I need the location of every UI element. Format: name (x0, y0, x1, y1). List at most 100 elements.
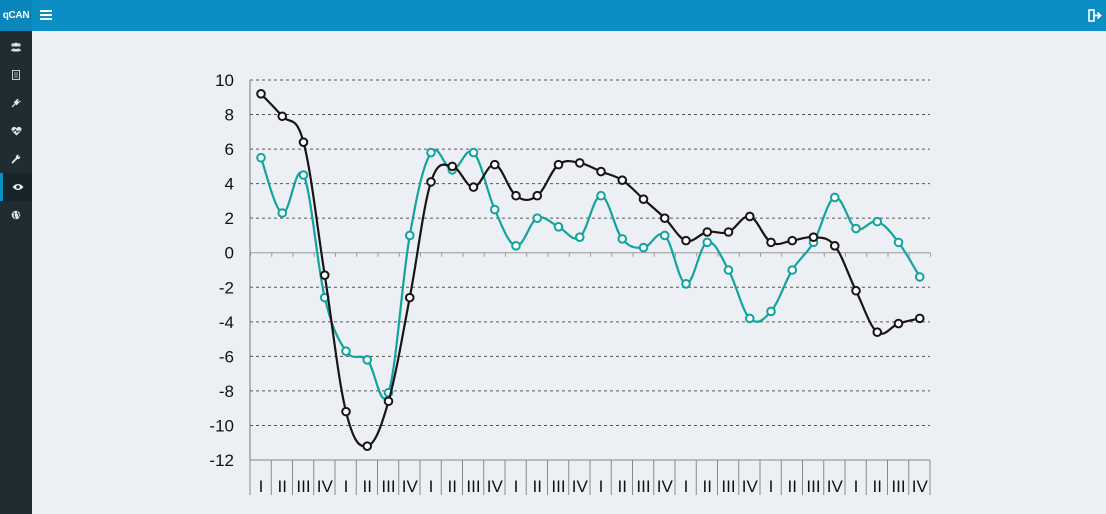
data-point (447, 161, 458, 172)
data-point (256, 152, 266, 163)
x-tick-label: IV (317, 477, 334, 496)
x-tick-label: I (684, 477, 689, 496)
data-point (766, 237, 776, 248)
document-icon (12, 70, 20, 80)
data-point (404, 230, 415, 241)
x-tick-label: III (551, 477, 565, 496)
data-point (511, 190, 521, 201)
data-point (468, 147, 479, 158)
hamburger-icon[interactable] (40, 9, 52, 22)
data-point (808, 232, 819, 242)
data-point (277, 111, 288, 122)
wrench-icon (11, 154, 21, 164)
x-tick-label: III (636, 477, 650, 496)
data-point (511, 241, 521, 251)
users-icon (10, 42, 22, 52)
data-point (638, 194, 649, 204)
sign-out-icon[interactable] (1088, 9, 1102, 22)
data-point (851, 285, 861, 296)
data-point (723, 265, 734, 275)
data-point (489, 159, 500, 170)
y-tick-label: -2 (219, 278, 234, 297)
data-point (787, 265, 798, 275)
eye-icon (12, 184, 23, 190)
brand-logo[interactable]: qCAN (0, 0, 32, 31)
data-point (723, 227, 734, 237)
y-axis: 10 8 6 4 2 0 -2 -4 -6 -8 -10 -12 (209, 71, 251, 495)
chart-series (256, 89, 925, 451)
x-tick-label: II (703, 477, 712, 496)
y-tick-label: -12 (209, 451, 234, 470)
y-tick-label: -10 (209, 416, 234, 435)
x-tick-label: I (344, 477, 349, 496)
data-point (532, 213, 543, 223)
x-tick-label: III (466, 477, 480, 496)
data-point (553, 222, 564, 232)
data-point (341, 406, 351, 417)
top-navbar: qCAN (0, 0, 1106, 31)
data-point (744, 211, 755, 222)
plug-icon (11, 98, 21, 108)
x-tick-label: I (854, 477, 859, 496)
data-point (702, 227, 713, 237)
data-point (426, 147, 436, 158)
x-tick-label: I (769, 477, 774, 496)
x-tick-label: II (363, 477, 372, 496)
x-tick-label: III (381, 477, 395, 496)
x-tick-label: II (618, 477, 627, 496)
y-tick-label: 4 (225, 175, 234, 194)
sidebar-item-document[interactable] (0, 61, 32, 89)
data-point (404, 292, 415, 303)
data-point (362, 355, 373, 365)
y-tick-label: 0 (225, 244, 234, 263)
x-tick-label: III (891, 477, 905, 496)
sidebar-item-heartbeat[interactable] (0, 117, 32, 145)
data-point (362, 441, 373, 451)
data-point (872, 216, 883, 227)
data-point (681, 279, 691, 289)
x-axis: I II III IV I II III IV I II III IV I II III IV I II III IV… (249, 459, 931, 496)
x-tick-label: I (599, 477, 604, 496)
data-point (256, 89, 266, 99)
data-point (851, 223, 861, 234)
y-tick-label: 2 (225, 209, 234, 228)
chart-grid (250, 79, 931, 461)
x-tick-label: IV (657, 477, 674, 496)
sidebar-item-wrench[interactable] (0, 145, 32, 173)
data-point (553, 159, 564, 170)
x-tick-label: III (296, 477, 310, 496)
sidebar-item-plug[interactable] (0, 89, 32, 117)
data-point (617, 175, 628, 185)
data-point (574, 158, 585, 168)
main-content: 10 8 6 4 2 0 -2 -4 -6 -8 -10 -12 I II III IV I II III IV I I… (32, 31, 1106, 514)
x-tick-label: IV (827, 477, 844, 496)
x-tick-label: II (788, 477, 797, 496)
data-point (829, 192, 840, 203)
data-point (914, 313, 925, 324)
globe-icon (11, 210, 21, 220)
sidebar-item-eye[interactable] (0, 173, 32, 201)
data-point (766, 306, 776, 317)
x-tick-label: IV (487, 477, 504, 496)
data-point (596, 166, 606, 177)
data-point (426, 177, 436, 187)
data-point (617, 234, 628, 244)
y-tick-label: -4 (219, 313, 234, 332)
x-tick-label: II (448, 477, 457, 496)
data-point (596, 190, 606, 201)
sidebar-item-users[interactable] (0, 33, 32, 61)
series-line (260, 93, 921, 448)
data-point (468, 182, 479, 192)
x-tick-label: II (278, 477, 287, 496)
x-tick-label: IV (912, 477, 929, 496)
x-tick-label: II (873, 477, 882, 496)
data-point (829, 241, 840, 251)
data-point (277, 208, 288, 218)
data-point (489, 204, 500, 215)
data-point (298, 170, 309, 180)
x-tick-label: IV (402, 477, 419, 496)
x-tick-label: I (259, 477, 264, 496)
data-point (574, 232, 585, 242)
sidebar-item-globe[interactable] (0, 201, 32, 229)
